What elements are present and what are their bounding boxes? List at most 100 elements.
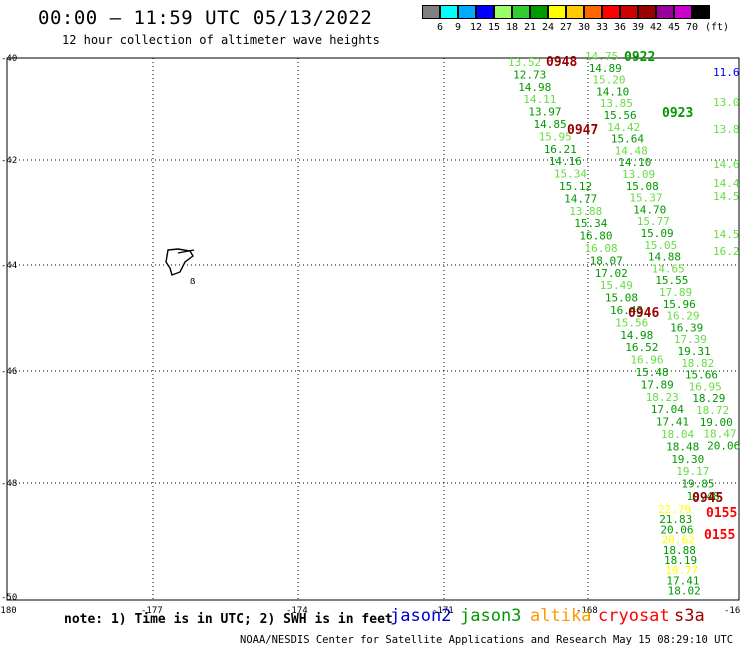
track-a-value: 13.52: [508, 56, 541, 69]
track-c-value: 22.70: [658, 503, 691, 516]
track-c-value: 21.83: [659, 513, 692, 526]
edge-value: 14.58: [713, 190, 740, 203]
track-b-value: 14.10: [596, 85, 629, 98]
lat-label: -42: [1, 156, 17, 166]
track-b-value: 14.88: [648, 251, 681, 264]
track-b-value: 13.85: [600, 97, 633, 110]
track-a-value: 18.23: [646, 391, 679, 404]
lon-label: -171: [432, 606, 454, 616]
satellite-s3a: s3a: [674, 606, 705, 626]
track-b-value: 15.08: [626, 180, 659, 193]
edge-value: 11.6: [713, 66, 740, 79]
track-b-value: 19.00: [700, 416, 733, 429]
track-a-value: 15.56: [615, 316, 648, 329]
lon-label: -174: [286, 606, 308, 616]
track-b-value: 18.47: [703, 428, 736, 441]
time-label: 0155: [706, 506, 737, 521]
time-label: 0923: [662, 106, 693, 121]
time-label: 0946: [628, 306, 659, 321]
island-outline: ẞ: [190, 277, 196, 287]
track-a-value: 16.08: [585, 242, 618, 255]
lat-label: -50: [1, 593, 17, 603]
track-b-value: 15.56: [604, 109, 637, 122]
lon-label: -177: [141, 606, 163, 616]
edge-value: 14.45: [713, 177, 740, 190]
lat-label: -46: [1, 367, 17, 377]
satellite-jason2: jason2: [390, 606, 452, 626]
track-b-value: 15.96: [663, 298, 696, 311]
track-b-value: 20.06: [707, 439, 740, 452]
track-a-value: 14.77: [564, 192, 597, 205]
track-a-value: 12.73: [513, 68, 546, 81]
track-b-value: 15.55: [655, 274, 688, 287]
track-a-value: 17.41: [656, 416, 689, 429]
track-c-value: 17.41: [666, 574, 699, 587]
track-b-value: 14.70: [633, 203, 666, 216]
track-a-value: 14.85: [534, 118, 567, 131]
track-a-value: 16.43: [610, 304, 643, 317]
lon-label: -180: [0, 606, 17, 616]
page-title: 00:00 – 11:59 UTC 05/13/2022: [38, 7, 373, 29]
track-b-value: 15.09: [641, 227, 674, 240]
track-a-value: 14.98: [620, 329, 653, 342]
track-a-value: 17.04: [651, 403, 684, 416]
track-a-value: 13.97: [528, 106, 561, 119]
track-a-value: 15.95: [539, 130, 572, 143]
map-frame: [6, 57, 740, 601]
time-label: 0947: [567, 123, 598, 138]
track-a-value: 17.02: [595, 267, 628, 280]
track-b-value: 15.20: [592, 74, 625, 87]
footer-credit: NOAA/NESDIS Center for Satellite Applica…: [240, 634, 740, 646]
track-a-value: 14.16: [549, 155, 582, 168]
track-a-value: 16.80: [579, 230, 612, 243]
track-b-value: 16.29: [666, 310, 699, 323]
track-a-value: 15.34: [574, 217, 607, 230]
track-b-value: 18.29: [692, 392, 725, 405]
track-a-value: 15.12: [559, 180, 592, 193]
track-b-value: 19.31: [678, 345, 711, 358]
time-label: 0922: [624, 50, 655, 65]
track-a-value: 16.96: [630, 354, 663, 367]
track-a-value: 19.85: [681, 478, 714, 491]
page-subtitle: 12 hour collection of altimeter wave hei…: [62, 33, 380, 47]
track-a-value: 15.34: [554, 168, 587, 181]
track-b-value: 15.37: [629, 192, 662, 205]
edge-value: 13.0: [713, 96, 740, 109]
track-b-value: 14.75: [585, 50, 618, 63]
track-b-value: 15.64: [611, 133, 644, 146]
satellite-altika: altika: [530, 606, 592, 626]
lat-label: -44: [1, 261, 17, 271]
track-b-value: 15.05: [644, 239, 677, 252]
track-b-value: 18.72: [696, 404, 729, 417]
track-c-value: 20.06: [660, 523, 693, 536]
track-a-value: 15.49: [600, 279, 633, 292]
track-b-value: 14.10: [618, 156, 651, 169]
track-a-value: 14.11: [523, 93, 556, 106]
track-c-value: 19.77: [665, 564, 698, 577]
track-b-value: 14.42: [607, 121, 640, 134]
satellite-cryosat: cryosat: [598, 606, 670, 626]
edge-value: 14.57: [713, 228, 740, 241]
edge-value: 13.8: [713, 123, 740, 136]
track-c-value: 20.62: [662, 534, 695, 547]
note-text: note: 1) Time is in UTC; 2) SWH is in fe…: [64, 612, 393, 627]
track-b-value: 14.89: [589, 62, 622, 75]
track-c-value: 18.19: [664, 554, 697, 567]
track-a-value: 19.30: [671, 453, 704, 466]
lon-label: -16: [724, 606, 740, 616]
time-label: 0945: [692, 491, 723, 506]
lat-label: -48: [1, 479, 17, 489]
island-outline: [177, 249, 195, 254]
track-b-value: 15.66: [685, 369, 718, 382]
track-b-value: 17.89: [659, 286, 692, 299]
track-b-value: 18.82: [681, 357, 714, 370]
track-a-value: 18.48: [666, 440, 699, 453]
track-a-value: 14.98: [518, 81, 551, 94]
track-a-value: 19.17: [676, 465, 709, 478]
edge-value: 14.63: [713, 158, 740, 171]
track-a-value: 18.04: [661, 428, 694, 441]
track-a-value: 15.08: [605, 292, 638, 305]
time-label: 0155: [704, 528, 735, 543]
track-b-value: 14.65: [652, 262, 685, 275]
